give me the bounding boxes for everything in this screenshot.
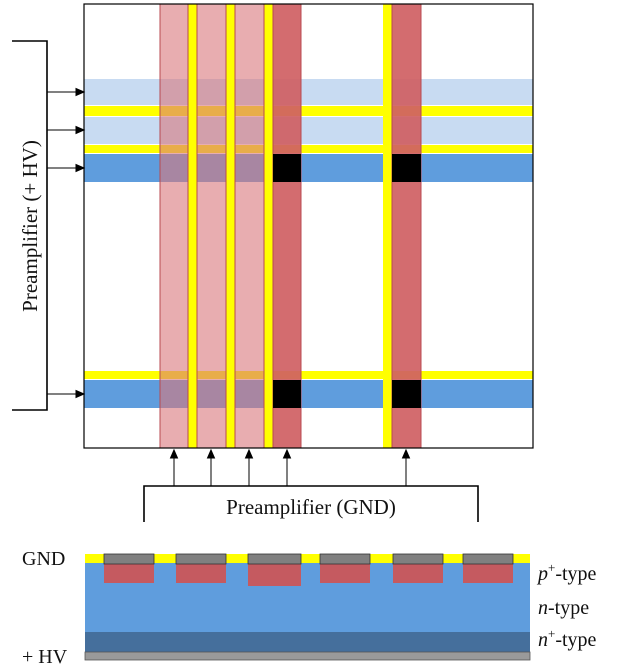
arrowhead-gnd-5 [401, 448, 411, 459]
horizontal-yellow-1 [84, 106, 533, 116]
arrowhead-gnd-4 [282, 448, 292, 459]
metal-pad-6 [462, 553, 514, 565]
preamp-gnd-bracket [143, 485, 479, 522]
hv-label: + HV [22, 646, 68, 666]
n-type-label: n-type [538, 597, 589, 619]
p-implant-1 [104, 563, 154, 583]
hit-pixel-2 [392, 154, 421, 182]
preamp-hv-label: Preamplifier (+ HV) [18, 140, 42, 312]
sensor-frame-border [83, 3, 534, 449]
bottom-metal [84, 651, 531, 661]
p-implant-2 [176, 563, 226, 583]
vertical-yellow-4 [383, 4, 392, 448]
preamp-gnd-group: Preamplifier (GND) [143, 448, 479, 522]
vertical-yellow-1 [188, 4, 197, 448]
p-implant-5 [393, 563, 443, 583]
horizontal-strip-4 [84, 380, 533, 408]
vertical-yellow-3 [264, 4, 273, 448]
horizontal-strip-1 [84, 79, 533, 105]
vertical-yellow-2 [226, 4, 235, 448]
top-yellow-layer [85, 554, 530, 563]
horizontal-yellow-2 [84, 145, 533, 153]
horizontal-yellow-3 [84, 371, 533, 379]
vertical-strip-3 [234, 3, 265, 449]
sensor-top-view [83, 3, 534, 449]
p-implant-3 [248, 563, 301, 586]
nplus-layer [85, 632, 530, 652]
p-type-label: p+-type [536, 560, 597, 585]
vertical-strip-2 [196, 3, 227, 449]
metal-pad-1 [103, 553, 155, 565]
nplus-type-label: n+-type [538, 626, 597, 651]
p-implant-6 [463, 563, 513, 583]
horizontal-strip-2 [84, 117, 533, 144]
vertical-strip-4 [272, 3, 302, 449]
arrowhead-gnd-1 [169, 448, 179, 459]
arrowhead-hv-1 [75, 87, 86, 97]
hit-pixel-3 [273, 380, 301, 408]
hit-pixel-1 [273, 154, 301, 182]
vertical-strip-1 [159, 3, 189, 449]
cross-section: GND + HV p+-type n-type n+-type [22, 548, 597, 666]
gnd-label: GND [22, 548, 65, 570]
arrowhead-hv-3 [75, 163, 86, 173]
metal-pad-5 [392, 553, 444, 565]
metal-pad-3 [247, 553, 302, 565]
arrowhead-gnd-3 [244, 448, 254, 459]
arrowhead-hv-2 [75, 125, 86, 135]
arrowhead-hv-4 [75, 389, 86, 399]
p-implant-4 [320, 563, 370, 583]
preamp-gnd-label: Preamplifier (GND) [226, 495, 396, 519]
horizontal-strip-3 [84, 154, 533, 182]
metal-pad-4 [319, 553, 371, 565]
preamp-hv-group: Preamplifier (+ HV) [12, 40, 86, 411]
preamp-hv-bracket [12, 40, 48, 411]
metal-pad-2 [175, 553, 227, 565]
arrowhead-gnd-2 [206, 448, 216, 459]
hit-pixel-4 [392, 380, 421, 408]
